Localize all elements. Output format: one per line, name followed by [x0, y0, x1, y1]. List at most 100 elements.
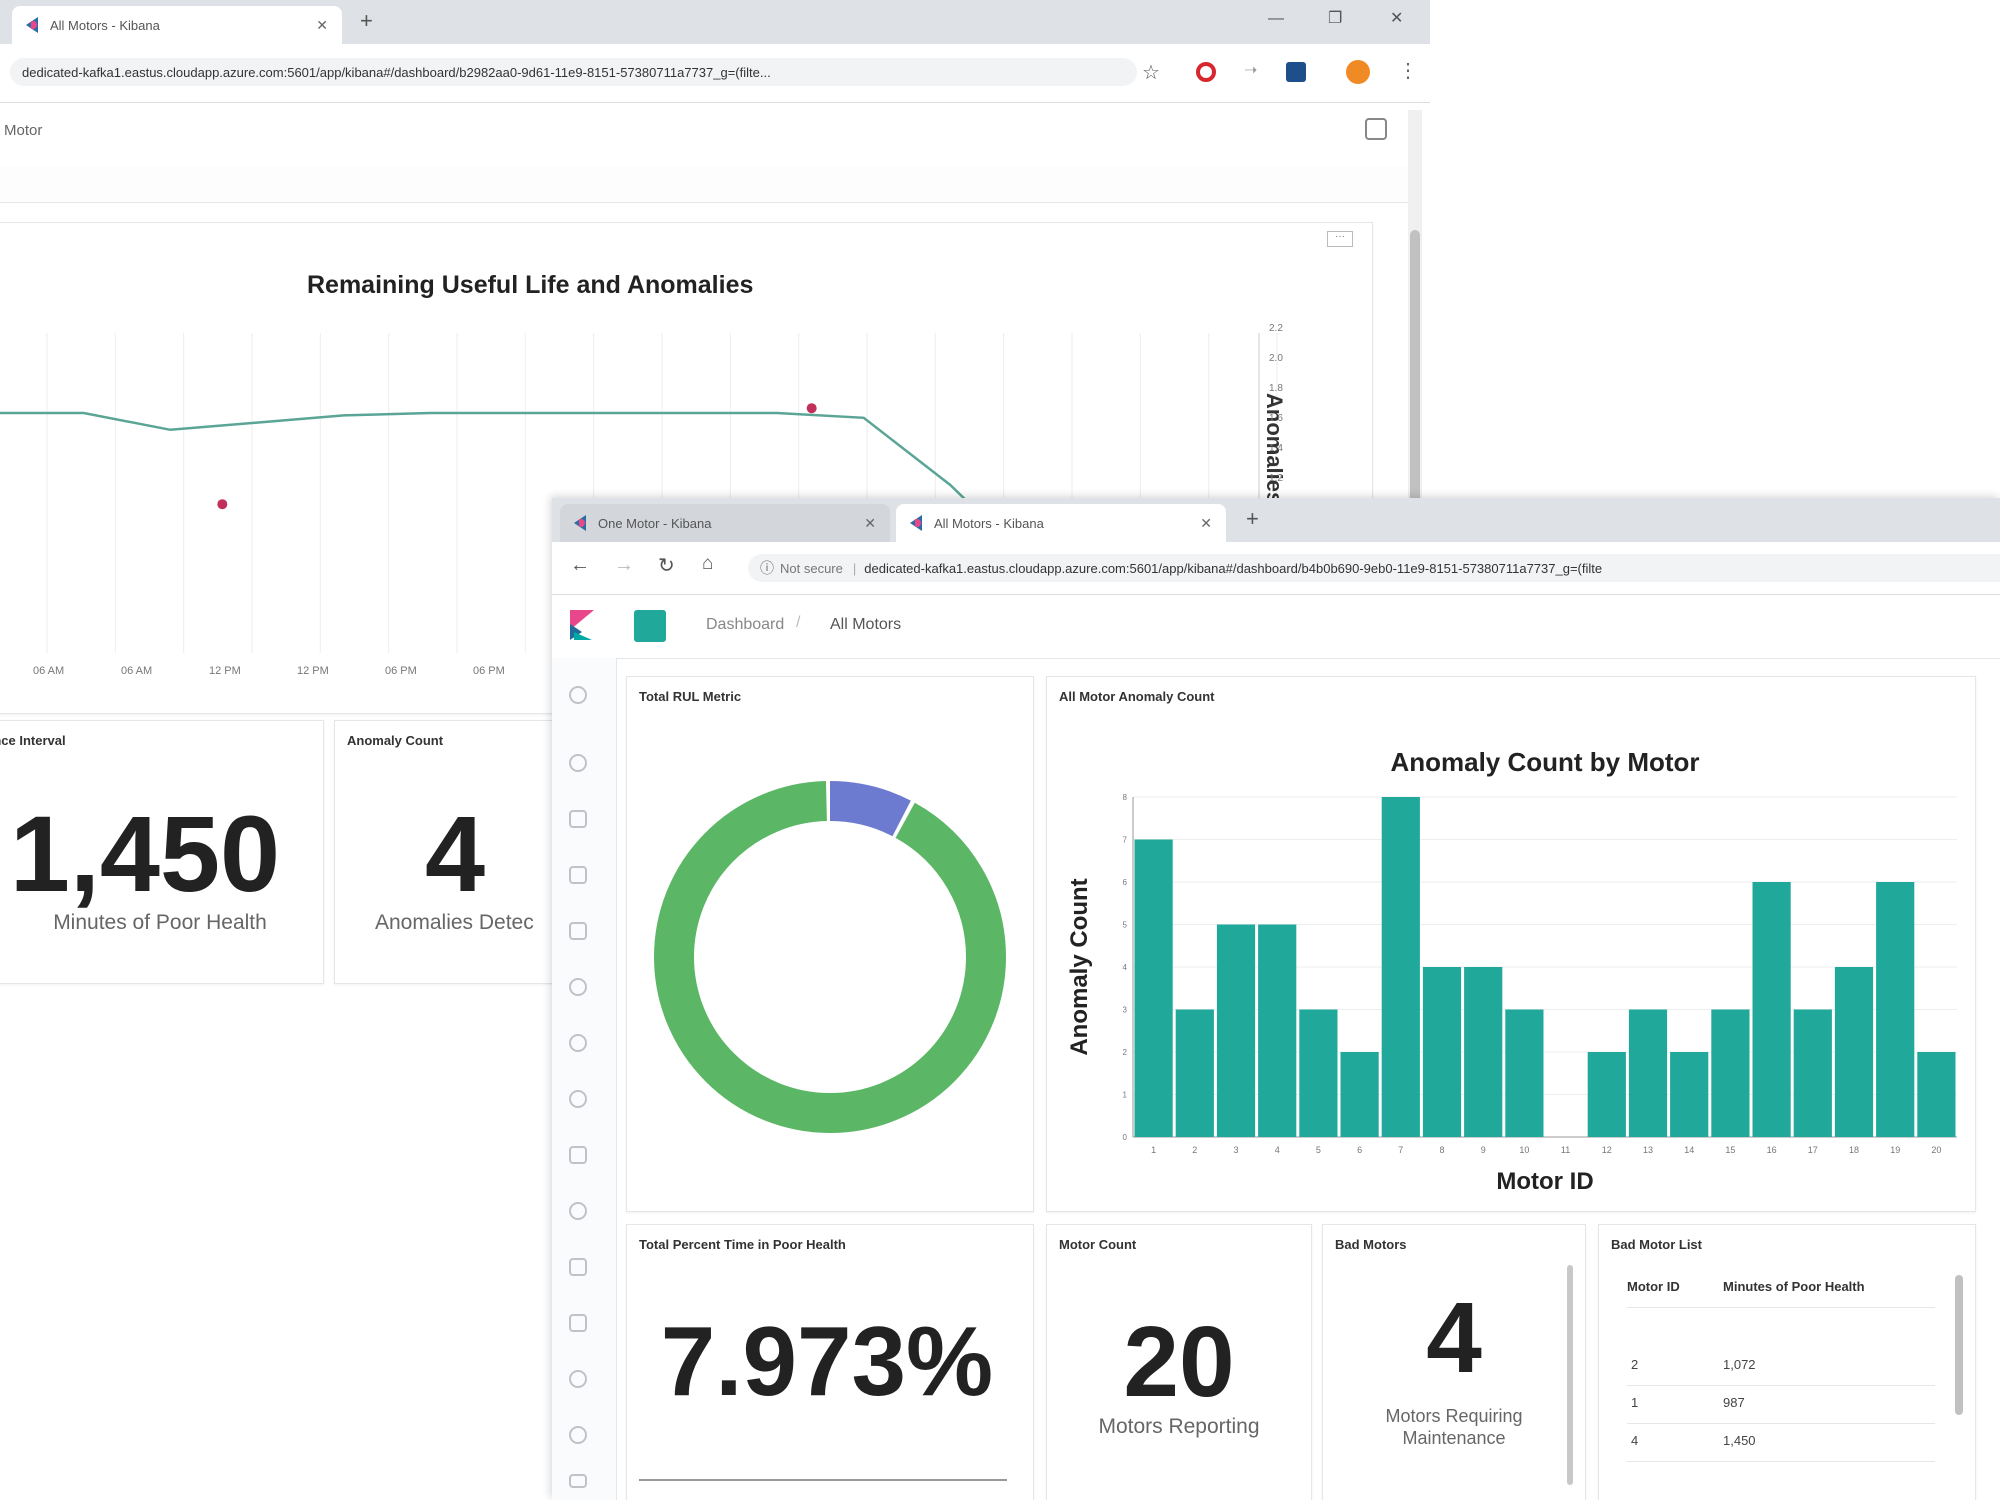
new-tab-icon[interactable]: +: [1246, 506, 1259, 531]
dashboard-icon[interactable]: [569, 866, 587, 884]
col-minutes-poor-health[interactable]: Minutes of Poor Health: [1723, 1279, 1865, 1294]
rul-right-ticks: 2.2 2.0 1.8 1.6 1.4 1.2: [1267, 313, 1297, 513]
percent-poor-health-panel: Total Percent Time in Poor Health 7.973%: [626, 1224, 1034, 1500]
bar[interactable]: [1258, 924, 1297, 1138]
bad-motor-list-scrollbar[interactable]: [1955, 1275, 1963, 1415]
anomaly-count-label: Anomalies Detec: [375, 911, 534, 934]
bar[interactable]: [1464, 967, 1503, 1137]
bar[interactable]: [1216, 924, 1256, 1138]
canvas-icon[interactable]: [569, 922, 587, 940]
x-tick-label: 1: [1151, 1145, 1156, 1155]
panel-options-icon[interactable]: ···: [1327, 231, 1353, 247]
infrastructure-icon[interactable]: [569, 1090, 587, 1108]
right-tick-label: 1.4: [1269, 443, 1283, 454]
opera-extension-icon[interactable]: [1196, 62, 1216, 82]
bar[interactable]: [1505, 1009, 1544, 1138]
kibana-logo-icon[interactable]: [570, 610, 594, 640]
close-tab-icon[interactable]: ✕: [1200, 514, 1212, 531]
logs-icon[interactable]: [569, 1146, 587, 1164]
back-tab[interactable]: All Motors - Kibana ✕: [12, 6, 342, 44]
front-url-text: dedicated-kafka1.eastus.cloudapp.azure.c…: [864, 560, 1603, 576]
monitoring-icon[interactable]: [569, 1426, 587, 1444]
bar[interactable]: [1752, 882, 1791, 1137]
bar[interactable]: [1793, 1009, 1832, 1138]
back-kibana-header: Motor: [0, 102, 1420, 167]
col-motor-id[interactable]: Motor ID: [1627, 1279, 1680, 1294]
profile-avatar-icon[interactable]: [1346, 60, 1370, 84]
maximize-icon[interactable]: ❐: [1328, 10, 1343, 27]
back-tab-title: All Motors - Kibana: [50, 17, 160, 33]
x-tick-label: 10: [1519, 1145, 1529, 1155]
reload-icon[interactable]: ↻: [658, 555, 675, 577]
x-tick-label: 3: [1233, 1145, 1238, 1155]
forward-arrow-icon[interactable]: →: [614, 554, 634, 576]
close-tab-icon[interactable]: ✕: [316, 16, 328, 33]
info-icon: ⓘ: [760, 560, 774, 576]
bar[interactable]: [1670, 1052, 1709, 1137]
x-tick-label: 14: [1684, 1145, 1694, 1155]
bar[interactable]: [1711, 1009, 1750, 1138]
ml-icon[interactable]: [569, 1034, 587, 1052]
kibana-tab-icon: [574, 515, 588, 531]
maintenance-interval-panel: Maintenance Interval 1,450 Minutes of Po…: [0, 720, 324, 984]
rul-chart-title: Remaining Useful Life and Anomalies: [307, 271, 754, 299]
not-secure-label: Not secure: [780, 560, 843, 576]
tab-one-motor-label: One Motor - Kibana: [598, 515, 712, 531]
front-url-field[interactable]: ⓘ Not secure | dedicated-kafka1.eastus.c…: [748, 554, 2000, 582]
bar[interactable]: [1340, 1052, 1379, 1137]
discover-icon[interactable]: [569, 754, 587, 772]
arrow-extension-icon[interactable]: ➝: [1244, 62, 1258, 79]
bar[interactable]: [1175, 1009, 1214, 1138]
donut-slice-healthy[interactable]: [654, 781, 1006, 1133]
back-scrollbar-thumb[interactable]: [1410, 230, 1420, 610]
close-window-icon[interactable]: ✕: [1390, 10, 1404, 27]
bar[interactable]: [1628, 1009, 1668, 1138]
bar[interactable]: [1134, 839, 1173, 1138]
square-extension-icon[interactable]: [1286, 62, 1306, 82]
breadcrumb-dashboard[interactable]: Dashboard: [706, 616, 785, 633]
bar[interactable]: [1299, 1009, 1338, 1138]
minimize-icon[interactable]: —: [1268, 10, 1284, 27]
siem-icon[interactable]: [569, 1314, 587, 1332]
back-query-bar[interactable]: [0, 166, 1410, 203]
anomaly-point[interactable]: [806, 403, 817, 414]
front-tab-strip: One Motor - Kibana ✕ All Motors - Kibana…: [552, 498, 2000, 542]
fullscreen-icon[interactable]: [1365, 118, 1387, 140]
space-avatar-icon[interactable]: [634, 610, 666, 642]
apm-icon[interactable]: [569, 1202, 587, 1220]
bar[interactable]: [1422, 967, 1462, 1137]
x-tick-label: 9: [1481, 1145, 1486, 1155]
bar[interactable]: [1876, 882, 1915, 1137]
back-url-field[interactable]: dedicated-kafka1.eastus.cloudapp.azure.c…: [10, 58, 1137, 86]
rul-line[interactable]: [0, 411, 1038, 570]
maps-icon[interactable]: [569, 978, 587, 996]
uptime-icon[interactable]: [569, 1258, 587, 1276]
front-address-bar: ← → ↻ ⌂ ⓘ Not secure | dedicated-kafka1.…: [552, 542, 2000, 595]
anomaly-point[interactable]: [217, 499, 228, 510]
back-arrow-icon[interactable]: ←: [570, 554, 590, 576]
new-tab-icon[interactable]: +: [360, 8, 373, 33]
bookmark-star-icon[interactable]: ☆: [1142, 62, 1160, 84]
bar[interactable]: [1381, 797, 1420, 1137]
bar[interactable]: [1917, 1052, 1956, 1137]
x-tick-label: 19: [1890, 1145, 1900, 1155]
x-tick-label: 7: [1398, 1145, 1403, 1155]
x-tick-label: 16: [1767, 1145, 1777, 1155]
management-icon[interactable]: [569, 1474, 587, 1488]
menu-dots-icon[interactable]: ⋮: [1398, 60, 1418, 82]
x-tick-label: 6: [1357, 1145, 1362, 1155]
tab-all-motors[interactable]: All Motors - Kibana ✕: [896, 504, 1226, 542]
recently-viewed-icon[interactable]: [569, 686, 587, 704]
visualize-icon[interactable]: [569, 810, 587, 828]
donut-slice-poor[interactable]: [654, 781, 1006, 1133]
right-tick-label: 2.0: [1269, 353, 1283, 364]
tab-one-motor[interactable]: One Motor - Kibana ✕: [560, 504, 890, 542]
url-divider: |: [852, 560, 857, 576]
dev-tools-icon[interactable]: [569, 1370, 587, 1388]
home-icon[interactable]: ⌂: [702, 553, 714, 574]
close-tab-icon[interactable]: ✕: [864, 514, 876, 531]
x-tick-label: 15: [1725, 1145, 1735, 1155]
bar[interactable]: [1587, 1052, 1626, 1137]
bad-motors-scrollbar[interactable]: [1567, 1265, 1573, 1485]
bar[interactable]: [1834, 967, 1874, 1137]
